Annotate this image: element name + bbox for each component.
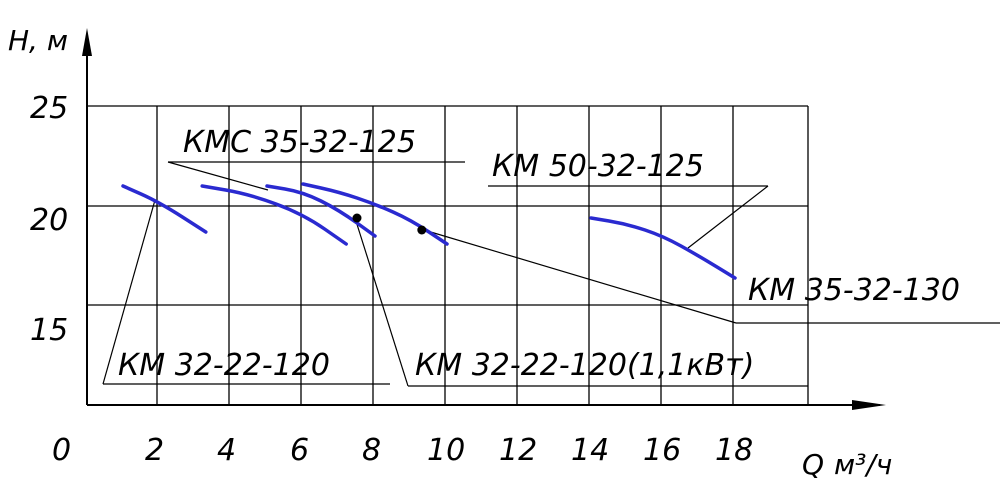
x-tick-label-2: 2 (145, 433, 164, 468)
axes (82, 28, 886, 410)
y-tick-label-15: 15 (30, 313, 68, 348)
series-label-km-32-22-120: КМ 32-22-120 (118, 348, 330, 383)
data-point-marker (352, 213, 362, 223)
leader-kms-35-32-125 (167, 161, 269, 191)
series-label-km-50-32-125: КМ 50-32-125 (492, 149, 704, 184)
curve-labels: КМС 35-32-125 КМ 50-32-125 КМ 35-32-130 … (118, 125, 960, 383)
series-label-km-35-32-130: КМ 35-32-130 (748, 273, 960, 308)
y-tick-label-20: 20 (30, 203, 68, 238)
series-line-km-35-32-130 (589, 216, 737, 280)
leader-km-50-32-125 (687, 185, 769, 249)
series-group (121, 182, 737, 280)
x-tick-label-4: 4 (217, 433, 236, 468)
y-tick-label-25: 25 (30, 91, 68, 126)
series-line-km-32-22-120-1kw (265, 184, 377, 238)
callouts (102, 161, 1000, 387)
x-tick-label-8: 8 (362, 433, 381, 468)
y-axis-arrow (82, 28, 92, 56)
x-tick-label-18: 18 (715, 433, 753, 468)
y-tick-labels: 25 20 15 (30, 91, 68, 348)
leader-km-32-22-120-1kw (354, 217, 409, 387)
data-point-marker (417, 225, 427, 235)
grid (87, 105, 809, 405)
series-label-km-32-22-120-1kw: КМ 32-22-120(1,1кВт) (415, 348, 754, 383)
series-line-km-50-32-125 (301, 182, 449, 246)
x-axis-title-q: Q (802, 448, 824, 481)
x-tick-label-10: 10 (427, 433, 465, 468)
x-tick-label-16: 16 (643, 433, 681, 468)
series-line-kms-35-32-125 (200, 184, 348, 246)
x-tick-label-0: 0 (52, 433, 71, 468)
leader-km-32-22-120 (102, 199, 156, 385)
leader-km-35-32-130 (423, 229, 737, 324)
x-tick-label-12: 12 (499, 433, 537, 468)
x-axis-arrow (852, 400, 886, 410)
y-axis-title: H, м (8, 24, 68, 57)
x-tick-label-6: 6 (290, 433, 309, 468)
series-line-km-32-22-120 (121, 184, 208, 234)
series-label-kms-35-32-125: КМС 35-32-125 (183, 125, 416, 160)
marked-points (352, 213, 427, 235)
x-tick-labels: 0 2 4 6 8 10 12 14 16 18 (52, 433, 753, 468)
x-tick-label-14: 14 (571, 433, 609, 468)
x-axis-title-unit: м³/ч (834, 448, 892, 481)
